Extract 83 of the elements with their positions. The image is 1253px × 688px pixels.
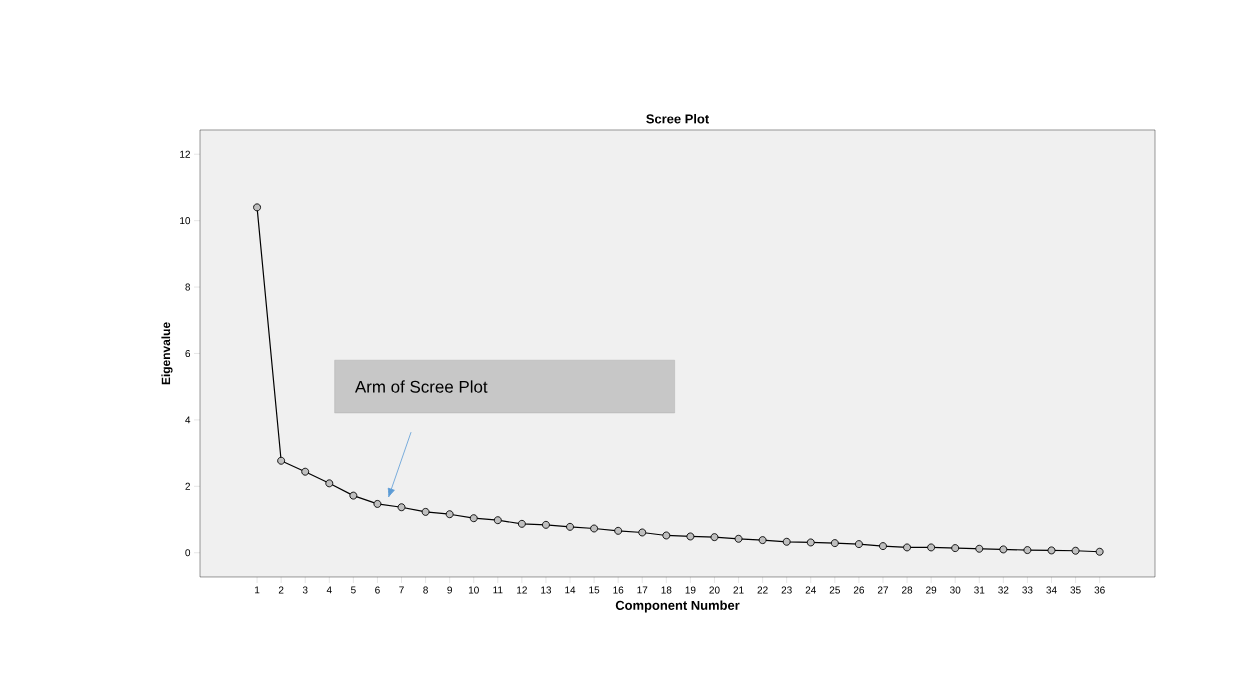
y-tick-label: 8	[185, 283, 191, 291]
x-tick-label: 6	[375, 586, 380, 594]
x-tick-label: 14	[565, 586, 576, 594]
x-tick-label: 13	[541, 586, 552, 594]
x-tick-label: 34	[1046, 586, 1057, 594]
x-tick-label: 29	[926, 586, 937, 594]
y-tick-label: 0	[185, 549, 191, 557]
point	[662, 531, 671, 540]
x-tick-label: 22	[757, 586, 768, 594]
x-tick-label: 20	[709, 586, 720, 594]
point	[806, 538, 815, 547]
point	[927, 543, 936, 552]
x-tick-label: 36	[1094, 586, 1105, 594]
point	[445, 510, 454, 519]
point	[590, 524, 599, 533]
x-tick-label: 7	[399, 586, 404, 594]
point	[301, 467, 310, 476]
y-tick-label: 2	[185, 482, 190, 490]
x-tick-label: 19	[685, 586, 696, 594]
x-tick-label: 17	[637, 586, 648, 594]
x-tick-label: 16	[613, 586, 624, 594]
point	[397, 503, 406, 512]
point	[1023, 546, 1032, 555]
point	[999, 545, 1008, 554]
x-tick-label: 26	[853, 586, 865, 594]
y-axis-title: Eigenvalue	[161, 322, 173, 385]
point	[686, 532, 695, 541]
point	[1071, 546, 1080, 555]
point	[373, 499, 382, 508]
point	[951, 544, 960, 553]
point	[710, 533, 719, 542]
point	[638, 528, 647, 537]
x-tick-label: 12	[517, 586, 527, 594]
y-tick-label: 6	[185, 349, 191, 358]
point	[975, 544, 984, 553]
point	[325, 479, 334, 488]
x-tick-label: 27	[877, 586, 889, 594]
x-tick-label: 23	[781, 586, 792, 594]
point	[614, 526, 623, 535]
point	[854, 540, 863, 549]
point	[493, 516, 502, 525]
annotation: Arm of Scree Plot	[354, 380, 488, 393]
x-tick-label: 30	[950, 586, 961, 594]
x-tick-label: 1	[255, 586, 260, 594]
x-tick-label: 24	[805, 586, 817, 594]
x-tick-label: 3	[302, 586, 308, 594]
x-tick-label: 11	[493, 586, 503, 594]
x-axis-title: Component Number	[615, 600, 740, 613]
chart-title: Scree Plot	[646, 113, 710, 124]
point	[879, 542, 887, 551]
x-tick-label: 2	[278, 586, 284, 594]
x-tick-label: 28	[902, 586, 913, 594]
x-tick-label: 31	[974, 586, 985, 594]
point	[1095, 547, 1104, 556]
point	[542, 520, 550, 529]
point	[830, 539, 839, 548]
x-tick-label: 9	[447, 586, 452, 594]
point	[1047, 546, 1056, 555]
x-tick-label: 33	[1022, 586, 1033, 594]
x-tick-label: 21	[733, 586, 744, 594]
point	[758, 536, 767, 545]
point	[782, 537, 791, 546]
x-tick-label: 18	[661, 586, 672, 594]
x-tick-label: 10	[468, 586, 479, 594]
point	[421, 507, 430, 516]
point	[349, 491, 358, 500]
x-tick-label: 4	[326, 586, 332, 594]
point	[469, 514, 478, 523]
x-tick-label: 15	[589, 586, 600, 594]
x-tick-label: 25	[829, 586, 840, 594]
point	[277, 456, 286, 465]
point	[253, 203, 262, 212]
x-tick-label: 32	[998, 586, 1009, 594]
y-tick-label: 4	[185, 416, 191, 424]
y-tick-label: 10	[180, 217, 191, 225]
point	[566, 522, 574, 531]
point	[903, 543, 911, 552]
x-tick-label: 35	[1070, 586, 1081, 594]
point	[734, 534, 743, 543]
y-tick-label: 12	[180, 150, 190, 158]
x-tick-label: 5	[351, 586, 356, 594]
point	[517, 519, 526, 528]
x-tick-label: 8	[423, 586, 428, 594]
